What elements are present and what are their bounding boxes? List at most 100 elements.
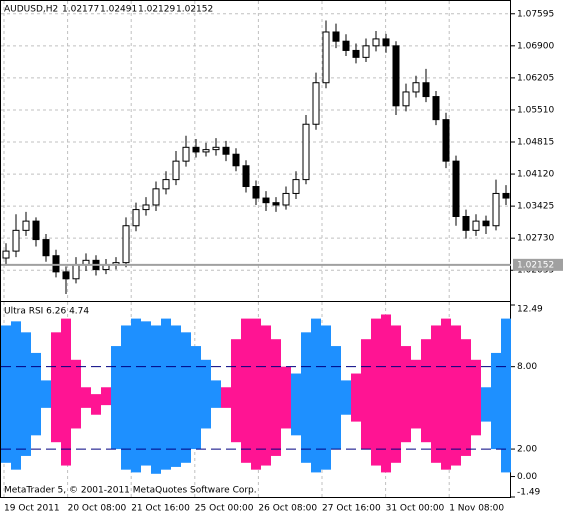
rsi-band xyxy=(191,346,201,450)
rsi-band xyxy=(391,325,401,463)
x-tick-label: 27 Oct 16:00 xyxy=(322,504,381,514)
candle-body xyxy=(272,202,280,206)
y-tick-label: 2.00 xyxy=(517,445,537,455)
rsi-band xyxy=(401,346,411,443)
rsi-band xyxy=(151,325,161,474)
rsi-band xyxy=(221,387,231,408)
rsi-band xyxy=(61,318,71,466)
rsi-band xyxy=(81,387,91,408)
rsi-band xyxy=(211,380,221,408)
quote-value: 1.02491 xyxy=(100,5,137,15)
rsi-band xyxy=(141,321,151,466)
candle-body xyxy=(212,146,220,151)
candle-body xyxy=(372,38,380,47)
candle-body xyxy=(2,250,10,259)
quote-value: 1.02152 xyxy=(176,5,213,15)
x-tick-label: 19 Oct 2011 xyxy=(4,504,60,514)
y-tick-label: 1.03425 xyxy=(517,202,554,212)
y-tick-label: 0.00 xyxy=(517,472,537,482)
rsi-band xyxy=(71,359,81,429)
y-tick-label: 1.06205 xyxy=(517,73,554,83)
candle-body xyxy=(62,271,70,280)
y-tick-label: 1.02730 xyxy=(517,234,554,244)
rsi-band xyxy=(311,318,321,473)
rsi-band xyxy=(481,387,491,422)
candle-body xyxy=(182,146,190,162)
x-tick-label: 21 Oct 16:00 xyxy=(131,504,190,514)
candle-body xyxy=(132,209,140,227)
rsi-band xyxy=(281,366,291,429)
x-tick-label: 25 Oct 00:00 xyxy=(195,504,254,514)
candle-body xyxy=(32,220,40,241)
candle-body xyxy=(412,82,420,93)
candle-body xyxy=(302,123,310,181)
rsi-band xyxy=(331,346,341,450)
y-tick-label: 1.05510 xyxy=(517,105,554,115)
rsi-band xyxy=(411,359,421,429)
rsi-band xyxy=(51,332,61,443)
x-tick-label: 1 Nov 08:00 xyxy=(449,504,504,514)
candle-body xyxy=(502,192,510,199)
footer: MetaTrader 5, © 2001-2011 MetaQuotes Sof… xyxy=(4,486,257,496)
price-label-bg xyxy=(513,258,563,271)
candle-body xyxy=(282,192,290,206)
rsi-band xyxy=(131,318,141,473)
candle-body xyxy=(162,179,170,190)
rsi-band xyxy=(261,325,271,466)
rsi-band xyxy=(161,318,171,470)
rsi-band xyxy=(501,318,511,473)
x-tick-label: 20 Oct 08:00 xyxy=(68,504,127,514)
rsi-band xyxy=(181,332,191,463)
y-tick-label: 12.49 xyxy=(517,305,543,315)
candle-body xyxy=(362,45,370,58)
candle-body xyxy=(422,82,430,98)
rsi-band xyxy=(321,325,331,470)
rsi-band xyxy=(431,325,441,463)
rsi-band xyxy=(491,352,501,450)
rsi-band xyxy=(11,321,21,470)
candle-body xyxy=(342,40,350,51)
y-tick-label: 1.07595 xyxy=(517,9,554,19)
y-tick-label: 1.06900 xyxy=(517,41,554,51)
symbol: AUDUSD,H2 xyxy=(4,5,58,15)
candle-body xyxy=(442,119,450,162)
rsi-band xyxy=(371,318,381,466)
candle-body xyxy=(172,160,180,181)
candle-body xyxy=(322,31,330,84)
rsi-band xyxy=(41,380,51,408)
candle-body xyxy=(392,45,400,107)
quote-value: 1.02129 xyxy=(138,5,175,15)
rsi-band xyxy=(121,325,131,470)
candle-body xyxy=(492,192,500,227)
candle-body xyxy=(352,49,360,58)
candle-body xyxy=(222,146,230,155)
rsi-band xyxy=(421,339,431,443)
candle-body xyxy=(242,165,250,188)
rsi-band xyxy=(461,339,471,456)
candle-body xyxy=(22,220,30,231)
rsi-band xyxy=(1,325,11,463)
candle-body xyxy=(12,229,20,252)
rsi-band xyxy=(241,318,251,463)
rsi-band xyxy=(91,394,101,415)
candle-body xyxy=(42,239,50,257)
rsi-band xyxy=(101,387,111,406)
candle-body xyxy=(312,82,320,125)
candle-body xyxy=(482,220,490,227)
rsi-band xyxy=(301,332,311,463)
candle-body xyxy=(432,96,440,121)
rsi-band xyxy=(351,373,361,422)
x-tick-label: 26 Oct 08:00 xyxy=(258,504,317,514)
rsi-band xyxy=(231,339,241,443)
rsi-band xyxy=(31,352,41,436)
rsi-band xyxy=(201,359,211,429)
candle-body xyxy=(382,38,390,47)
candle-body xyxy=(202,149,210,153)
candle-body xyxy=(52,255,60,273)
y-tick-label: 1.04815 xyxy=(517,138,554,148)
rsi-band xyxy=(21,332,31,456)
rsi-band xyxy=(111,346,121,450)
candle-body xyxy=(402,91,410,107)
candle-body xyxy=(232,153,240,167)
